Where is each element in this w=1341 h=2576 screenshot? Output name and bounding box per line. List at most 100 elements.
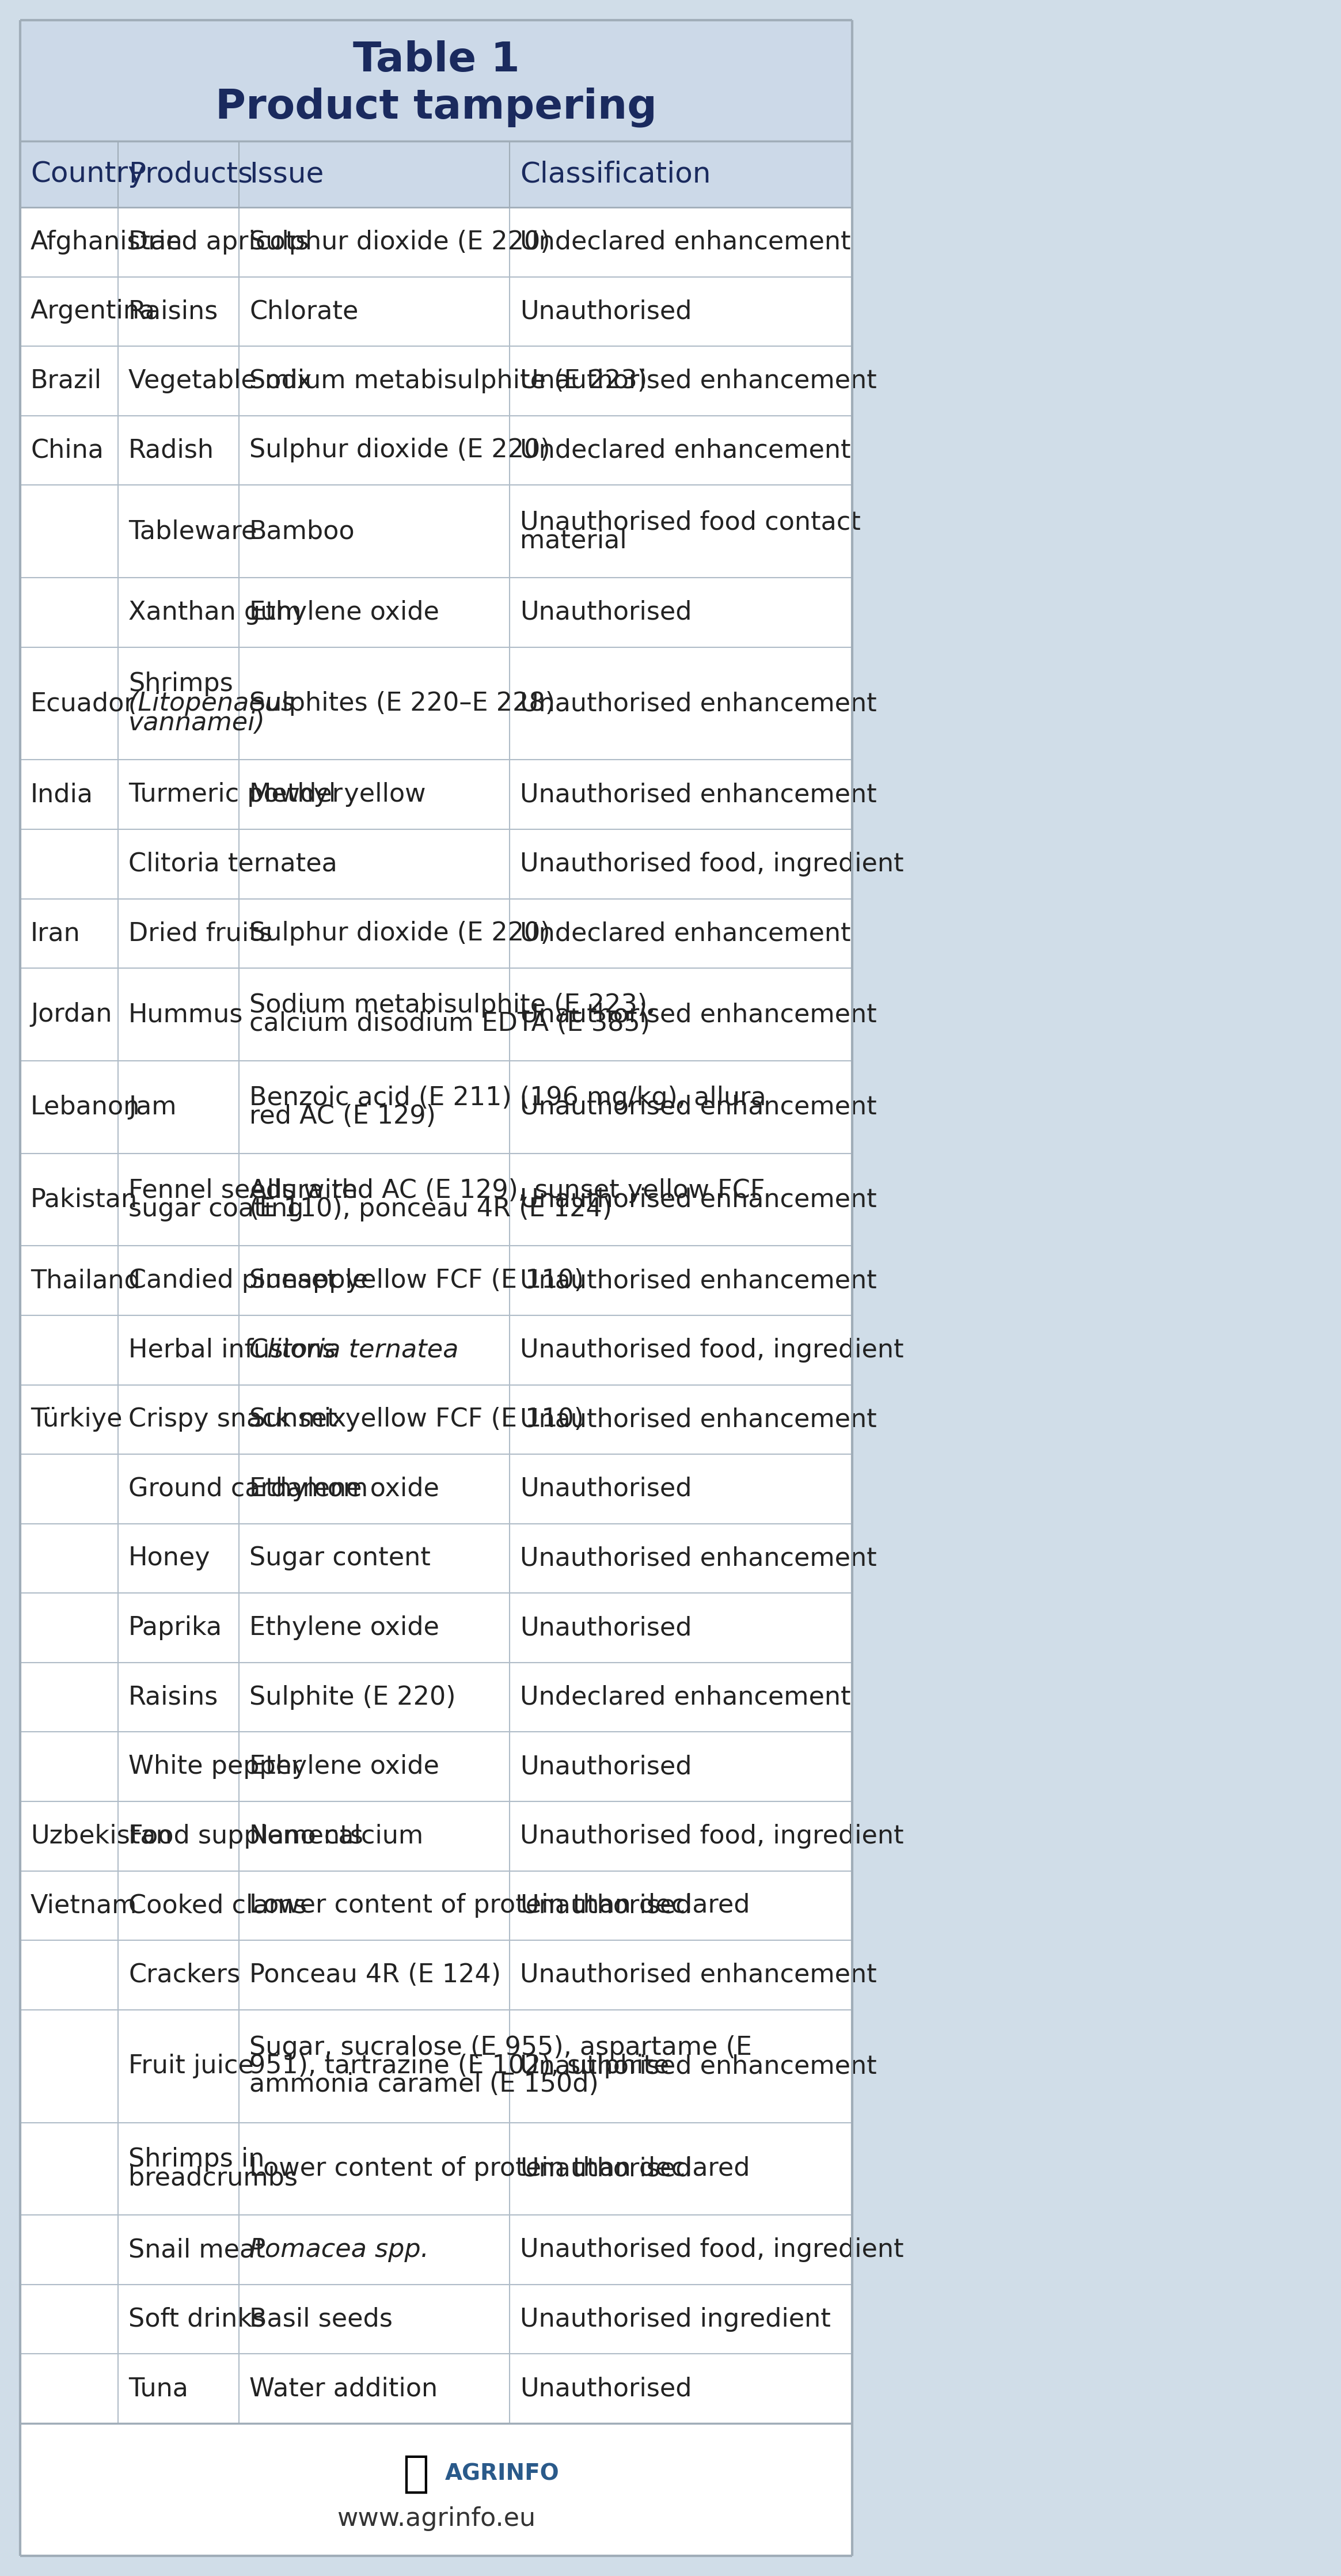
Text: Unauthorised enhancement: Unauthorised enhancement [520,2053,877,2079]
Text: Clitoria ternatea: Clitoria ternatea [249,1337,459,1363]
Text: Sulphites (E 220–E 228): Sulphites (E 220–E 228) [249,690,555,716]
Text: sugar coating: sugar coating [129,1195,303,1221]
Text: Benzoic acid (E 211) (196 mg/kg), allura: Benzoic acid (E 211) (196 mg/kg), allura [249,1084,766,1110]
Text: Radish: Radish [129,438,215,464]
Text: Fruit juice: Fruit juice [129,2053,253,2079]
Text: Country: Country [31,160,145,188]
Bar [20,1870,852,1940]
Text: China: China [31,438,103,464]
Text: Unauthorised: Unauthorised [520,1893,692,1919]
Bar [20,647,852,760]
Text: White pepper: White pepper [129,1754,302,1780]
Text: Argentina: Argentina [31,299,156,325]
Text: Crackers: Crackers [129,1963,240,1986]
Text: AGRINFO: AGRINFO [445,2463,559,2486]
Text: Sugar content: Sugar content [249,1546,430,1571]
Text: Unauthorised food, ingredient: Unauthorised food, ingredient [520,853,904,876]
Bar [20,142,852,206]
Text: Unauthorised: Unauthorised [520,299,692,325]
Text: Lower content of protein than declared: Lower content of protein than declared [249,1893,750,1919]
Text: Vietnam: Vietnam [31,1893,137,1919]
Text: Türkiye: Türkiye [31,1406,122,1432]
Text: Unauthorised enhancement: Unauthorised enhancement [520,1267,877,1293]
Text: Methyl yellow: Methyl yellow [249,783,426,806]
Bar [20,2009,852,2123]
Text: Cooked clams: Cooked clams [129,1893,307,1919]
Bar [20,1731,852,1801]
Text: Lower content of protein than declared: Lower content of protein than declared [249,2156,750,2182]
Text: Raisins: Raisins [129,299,219,325]
Bar [20,415,852,484]
Bar [20,21,852,2555]
Text: Allura red AC (E 129), sunset yellow FCF: Allura red AC (E 129), sunset yellow FCF [249,1177,764,1203]
Text: Sunset yellow FCF (E 110): Sunset yellow FCF (E 110) [249,1267,583,1293]
Text: (E 110), ponceau 4R (E 124): (E 110), ponceau 4R (E 124) [249,1195,611,1221]
Text: Vegetable mix: Vegetable mix [129,368,312,394]
Text: Unauthorised: Unauthorised [520,2156,692,2182]
Bar [20,760,852,829]
Text: Unauthorised food, ingredient: Unauthorised food, ingredient [520,1337,904,1363]
Text: ammonia caramel (E 150d): ammonia caramel (E 150d) [249,2071,598,2097]
Text: Chlorate: Chlorate [249,299,358,325]
Text: (Litopenaeus: (Litopenaeus [129,690,295,716]
Text: material: material [520,528,626,554]
Text: Unauthorised enhancement: Unauthorised enhancement [520,1002,877,1028]
Text: Unauthorised enhancement: Unauthorised enhancement [520,1188,877,1213]
Bar [20,206,852,276]
Text: Product tampering: Product tampering [216,88,657,126]
Bar [20,1247,852,1316]
Text: Crispy snack mix: Crispy snack mix [129,1406,346,1432]
Text: Snail meat: Snail meat [129,2239,266,2262]
Text: Table 1: Table 1 [353,41,519,80]
Bar [20,2215,852,2285]
Bar [20,1316,852,1386]
Text: www.agrinfo.eu: www.agrinfo.eu [337,2506,535,2532]
Text: Jam: Jam [129,1095,177,1121]
Text: Dried apricots: Dried apricots [129,229,308,255]
Bar [20,969,852,1061]
Text: Iran: Iran [31,922,80,945]
Text: Jordan: Jordan [31,1002,113,1028]
Bar [20,2123,852,2215]
Bar [20,1940,852,2009]
Text: Unauthorised food, ingredient: Unauthorised food, ingredient [520,2239,904,2262]
Text: Ethylene oxide: Ethylene oxide [249,1754,440,1780]
Text: India: India [31,783,94,806]
Text: Basil seeds: Basil seeds [249,2308,393,2331]
Text: Shrimps: Shrimps [129,672,233,696]
Text: Unauthorised ingredient: Unauthorised ingredient [520,2308,831,2331]
Text: Nano calcium: Nano calcium [249,1824,424,1850]
Text: Unauthorised food contact: Unauthorised food contact [520,510,861,533]
Text: Turmeric powder: Turmeric powder [129,783,343,806]
Bar [20,484,852,577]
Text: Unauthorised enhancement: Unauthorised enhancement [520,690,877,716]
Text: Unauthorised: Unauthorised [520,2375,692,2401]
Text: Sulphur dioxide (E 220): Sulphur dioxide (E 220) [249,922,550,945]
Text: vannamei): vannamei) [129,711,266,734]
Bar [20,1455,852,1522]
Text: Afghanistan: Afghanistan [31,229,182,255]
Text: Ethylene oxide: Ethylene oxide [249,1476,440,1502]
Text: Sulphur dioxide (E 220): Sulphur dioxide (E 220) [249,438,550,464]
Bar [20,1801,852,1870]
Text: Ecuador: Ecuador [31,690,135,716]
Bar [20,829,852,899]
Bar [20,276,852,345]
Text: calcium disodium EDTA (E 385): calcium disodium EDTA (E 385) [249,1012,650,1036]
Text: Undeclared enhancement: Undeclared enhancement [520,229,850,255]
Text: red AC (E 129): red AC (E 129) [249,1105,436,1128]
Text: Tuna: Tuna [129,2375,188,2401]
Text: Issue: Issue [249,160,323,188]
Bar [20,345,852,415]
Text: Raisins: Raisins [129,1685,219,1710]
Text: Lebanon: Lebanon [31,1095,139,1121]
Text: Undeclared enhancement: Undeclared enhancement [520,1685,850,1710]
Bar [20,1522,852,1592]
Text: Ponceau 4R (E 124): Ponceau 4R (E 124) [249,1963,502,1986]
Text: Unauthorised enhancement: Unauthorised enhancement [520,783,877,806]
Bar [20,1662,852,1731]
Text: Pakistan: Pakistan [31,1188,138,1213]
Text: Hummus: Hummus [129,1002,243,1028]
Text: Unauthorised: Unauthorised [520,1754,692,1780]
Text: Thailand: Thailand [31,1267,141,1293]
